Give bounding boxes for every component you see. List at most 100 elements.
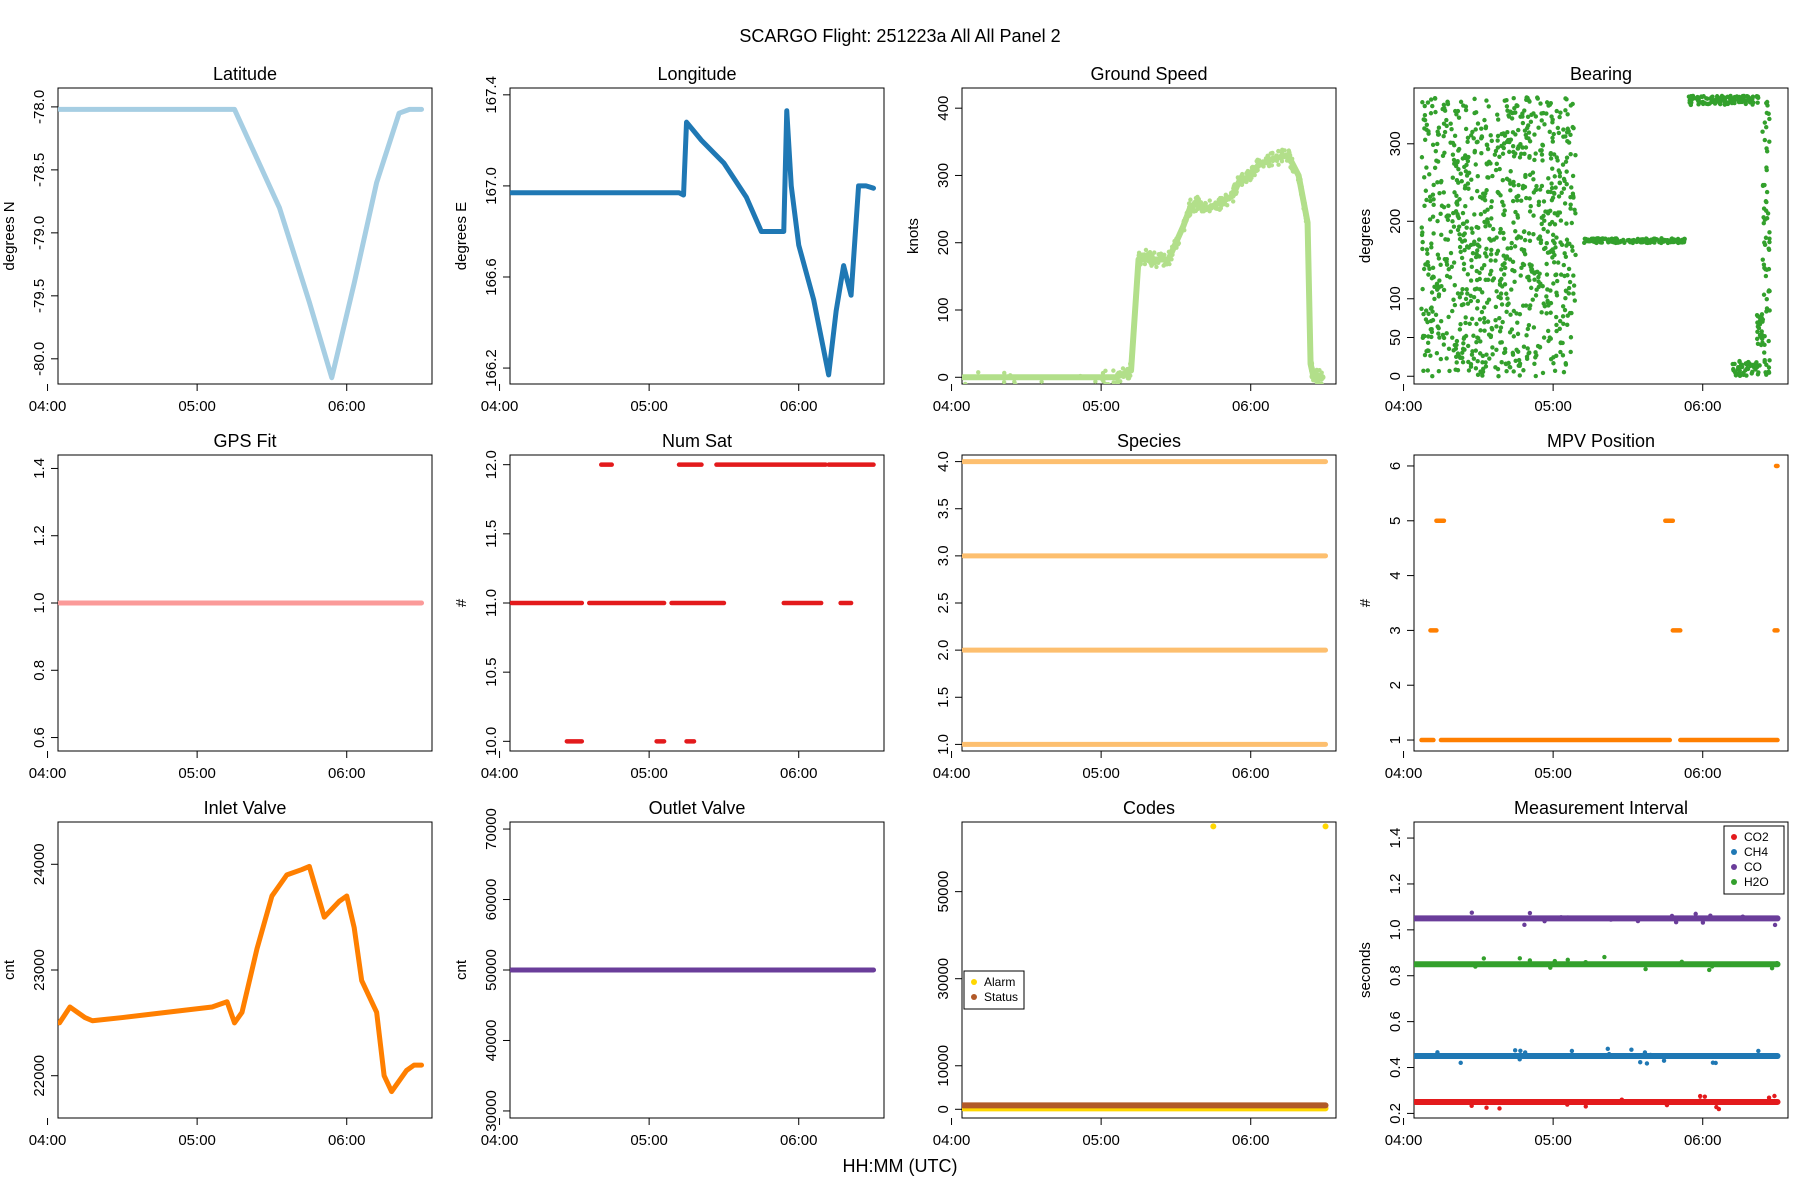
x-tick-label: 06:00 (1684, 398, 1722, 415)
series-bearing-point (1421, 311, 1426, 317)
series-bearing-point (1560, 353, 1566, 358)
series-bearing-point (1478, 328, 1483, 333)
series-bearing-point (1474, 251, 1479, 256)
y-tick-label: 0.6 (1387, 1011, 1404, 1032)
series-bearing-point (1439, 284, 1444, 289)
series-ground-speed-point (1176, 241, 1182, 246)
series-bearing-point (1568, 335, 1574, 340)
series-bearing-point (1461, 261, 1467, 267)
series-bearing-point (1470, 349, 1475, 354)
series-co-point (1708, 913, 1713, 918)
series-bearing-point (1479, 309, 1485, 315)
series-bearing-point (1501, 272, 1507, 277)
series-bearing-point (1419, 155, 1425, 160)
series-bearing-point (1486, 297, 1492, 302)
series-bearing-point (1444, 331, 1449, 336)
x-tick-label: 05:00 (178, 398, 216, 415)
series-bearing-point (1455, 291, 1461, 296)
y-tick-label: 1.4 (31, 458, 48, 479)
series-ground-speed-point (1274, 158, 1280, 164)
series-ground-speed-point (1314, 367, 1319, 373)
series-bearing-point (1429, 305, 1434, 310)
series-bearing-point (1568, 202, 1573, 207)
series-ground-speed-point (1191, 203, 1196, 209)
series-bearing-point (1438, 319, 1444, 324)
series-bearing-point (1482, 197, 1488, 203)
series-bearing-point (1480, 369, 1486, 374)
x-tick-label: 04:00 (1385, 765, 1423, 782)
panel-species: Species 04:00 05:00 06:00 1.0 1.5 2.0 2.5 3.0 3.5… (933, 431, 1337, 782)
series-ground-speed-point (1219, 195, 1224, 201)
series-bearing-point (1548, 156, 1554, 161)
series-bearing-point (1536, 125, 1541, 130)
x-tick-label: 05:00 (1082, 765, 1120, 782)
series-ground-speed-point (1129, 365, 1134, 371)
series-bearing-point (1465, 135, 1471, 141)
series-bearing-point (1500, 319, 1505, 325)
series-bearing-point (1502, 349, 1508, 355)
series-co-point (1669, 913, 1675, 919)
series-bearing-point (1558, 110, 1563, 115)
series-bearing-point (1531, 213, 1536, 218)
series-bearing-point (1444, 262, 1450, 267)
series-bearing-point (1487, 356, 1492, 361)
series-bearing-point (1556, 260, 1561, 265)
series-bearing-point (1524, 333, 1529, 338)
series-bearing-point (1563, 134, 1568, 139)
series-bearing-point (1550, 135, 1555, 141)
series-bearing-point (1737, 359, 1742, 365)
series-bearing-point (1482, 117, 1487, 123)
plot-frame (961, 87, 1337, 385)
series-bearing-point (1495, 366, 1501, 372)
series-bearing-point (1687, 100, 1692, 105)
series-bearing-point (1505, 130, 1510, 135)
series-bearing-point (1466, 170, 1472, 176)
series-co-point (1675, 916, 1681, 921)
y-axis-label: degrees (1357, 209, 1374, 263)
series-bearing-point (1472, 287, 1478, 292)
series-ground-speed-point (1078, 373, 1083, 379)
series-bearing-point (1502, 208, 1507, 213)
series-bearing-point (1456, 148, 1461, 153)
series-bearing-point (1562, 307, 1568, 313)
series-bearing-point (1532, 132, 1537, 137)
series-bearing-point (1761, 262, 1767, 267)
x-tick-label: 04:00 (481, 765, 519, 782)
series-ch4-point (1644, 1061, 1650, 1066)
y-tick-label: -80.0 (31, 342, 48, 376)
series-bearing-point (1425, 260, 1430, 265)
plot-area (962, 459, 1329, 747)
y-tick-label: -78.0 (31, 90, 48, 124)
series-ground-speed-point (1186, 201, 1192, 206)
series-h2o-point (1643, 966, 1648, 972)
series-bearing-point (1534, 287, 1539, 292)
series-bearing-point (1518, 198, 1524, 203)
series-bearing-point (1422, 175, 1427, 180)
series-bearing-point (1508, 169, 1513, 174)
series-bearing-point (1560, 340, 1565, 346)
series-bearing-point (1435, 252, 1441, 257)
series-bearing-point (1482, 320, 1487, 325)
series-bearing-point (1556, 194, 1562, 199)
series-bearing-point (1766, 365, 1772, 370)
series-bearing-point (1457, 197, 1462, 202)
series-bearing-point (1484, 352, 1489, 357)
plot-frame (57, 821, 433, 1119)
series-bearing-point (1521, 368, 1526, 373)
series-bearing-point (1491, 276, 1497, 281)
series-ground-speed-point (1154, 264, 1159, 270)
series-bearing-point (1564, 181, 1569, 187)
series-bearing-point (1504, 98, 1509, 103)
series-ground-speed-point (1305, 228, 1311, 233)
series-bearing-point (1500, 151, 1506, 156)
series-ground-speed-point (1307, 338, 1313, 343)
y-tick-label: 167.0 (483, 167, 500, 205)
series-co2-point (1583, 1104, 1588, 1109)
series-ground-speed-point (1103, 381, 1108, 384)
series-bearing-point (1439, 178, 1444, 184)
series-bearing-point (1478, 339, 1483, 344)
series-ground-speed-point (1282, 154, 1288, 159)
series-bearing-point (1498, 295, 1503, 301)
y-tick-label: 200 (1387, 209, 1404, 234)
series-ch4-point (1661, 1058, 1667, 1063)
